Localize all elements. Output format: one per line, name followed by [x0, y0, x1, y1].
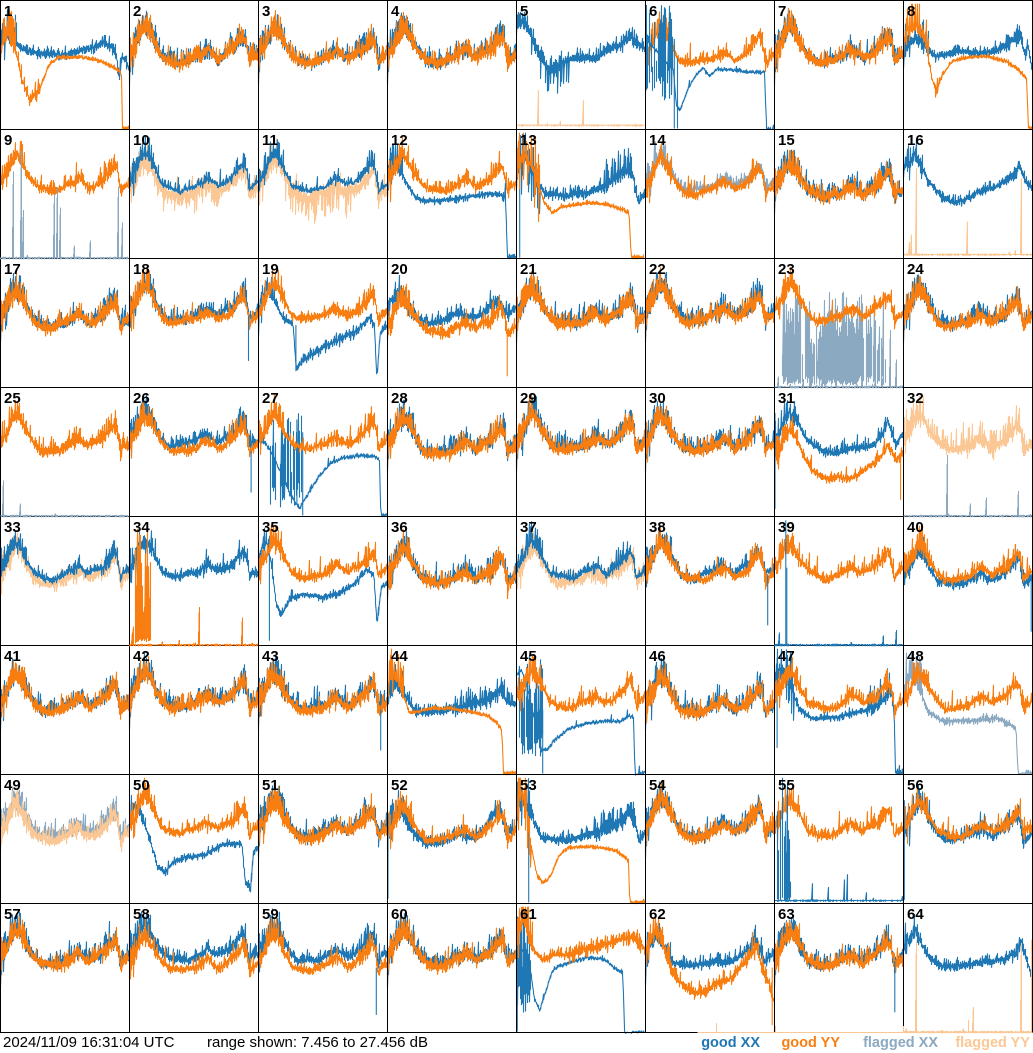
svg-text:23: 23	[778, 261, 795, 278]
svg-text:54: 54	[649, 777, 666, 794]
svg-text:10: 10	[133, 132, 150, 149]
svg-text:49: 49	[4, 777, 21, 794]
svg-text:27: 27	[262, 390, 279, 407]
svg-text:range shown: 7.456 to 27.456 d: range shown: 7.456 to 27.456 dB	[207, 1034, 428, 1051]
svg-text:19: 19	[262, 261, 279, 278]
svg-text:20: 20	[391, 261, 408, 278]
svg-text:60: 60	[391, 906, 408, 923]
svg-text:22: 22	[649, 261, 666, 278]
svg-text:45: 45	[520, 648, 537, 665]
svg-text:38: 38	[649, 519, 666, 536]
svg-text:48: 48	[907, 648, 924, 665]
svg-text:52: 52	[391, 777, 408, 794]
svg-text:26: 26	[133, 390, 150, 407]
svg-text:7: 7	[778, 3, 786, 20]
svg-text:34: 34	[133, 519, 150, 536]
svg-text:61: 61	[520, 906, 537, 923]
svg-text:41: 41	[4, 648, 21, 665]
svg-text:35: 35	[262, 519, 279, 536]
svg-text:51: 51	[262, 777, 279, 794]
svg-text:2024/11/09 16:31:04 UTC: 2024/11/09 16:31:04 UTC	[3, 1034, 175, 1051]
svg-text:6: 6	[649, 3, 657, 20]
svg-text:16: 16	[907, 132, 924, 149]
svg-text:13: 13	[520, 132, 537, 149]
svg-text:56: 56	[907, 777, 924, 794]
svg-text:flagged YY: flagged YY	[955, 1035, 1030, 1051]
svg-text:9: 9	[4, 132, 12, 149]
svg-text:57: 57	[4, 906, 21, 923]
svg-text:4: 4	[391, 3, 400, 20]
svg-text:1: 1	[4, 3, 12, 20]
svg-text:good XX: good XX	[701, 1035, 760, 1051]
svg-text:44: 44	[391, 648, 408, 665]
svg-text:14: 14	[649, 132, 666, 149]
svg-text:15: 15	[778, 132, 795, 149]
svg-text:59: 59	[262, 906, 279, 923]
svg-text:42: 42	[133, 648, 150, 665]
svg-text:36: 36	[391, 519, 408, 536]
svg-text:46: 46	[649, 648, 666, 665]
svg-text:63: 63	[778, 906, 795, 923]
svg-text:64: 64	[907, 906, 924, 923]
svg-text:43: 43	[262, 648, 279, 665]
svg-text:33: 33	[4, 519, 21, 536]
svg-text:5: 5	[520, 3, 528, 20]
svg-text:55: 55	[778, 777, 795, 794]
svg-text:32: 32	[907, 390, 924, 407]
svg-text:21: 21	[520, 261, 537, 278]
svg-text:58: 58	[133, 906, 150, 923]
svg-text:good YY: good YY	[781, 1035, 840, 1051]
svg-text:12: 12	[391, 132, 408, 149]
svg-text:53: 53	[520, 777, 537, 794]
svg-text:62: 62	[649, 906, 666, 923]
svg-text:24: 24	[907, 261, 924, 278]
svg-text:39: 39	[778, 519, 795, 536]
svg-text:25: 25	[4, 390, 21, 407]
svg-text:8: 8	[907, 3, 915, 20]
svg-text:40: 40	[907, 519, 924, 536]
svg-text:flagged XX: flagged XX	[863, 1035, 938, 1051]
svg-text:11: 11	[262, 132, 278, 149]
svg-text:30: 30	[649, 390, 666, 407]
svg-text:50: 50	[133, 777, 150, 794]
svg-text:31: 31	[778, 390, 795, 407]
svg-text:47: 47	[778, 648, 795, 665]
svg-text:17: 17	[4, 261, 21, 278]
svg-text:37: 37	[520, 519, 537, 536]
svg-text:28: 28	[391, 390, 408, 407]
svg-text:2: 2	[133, 3, 141, 20]
svg-text:3: 3	[262, 3, 270, 20]
svg-text:29: 29	[520, 390, 537, 407]
svg-text:18: 18	[133, 261, 150, 278]
